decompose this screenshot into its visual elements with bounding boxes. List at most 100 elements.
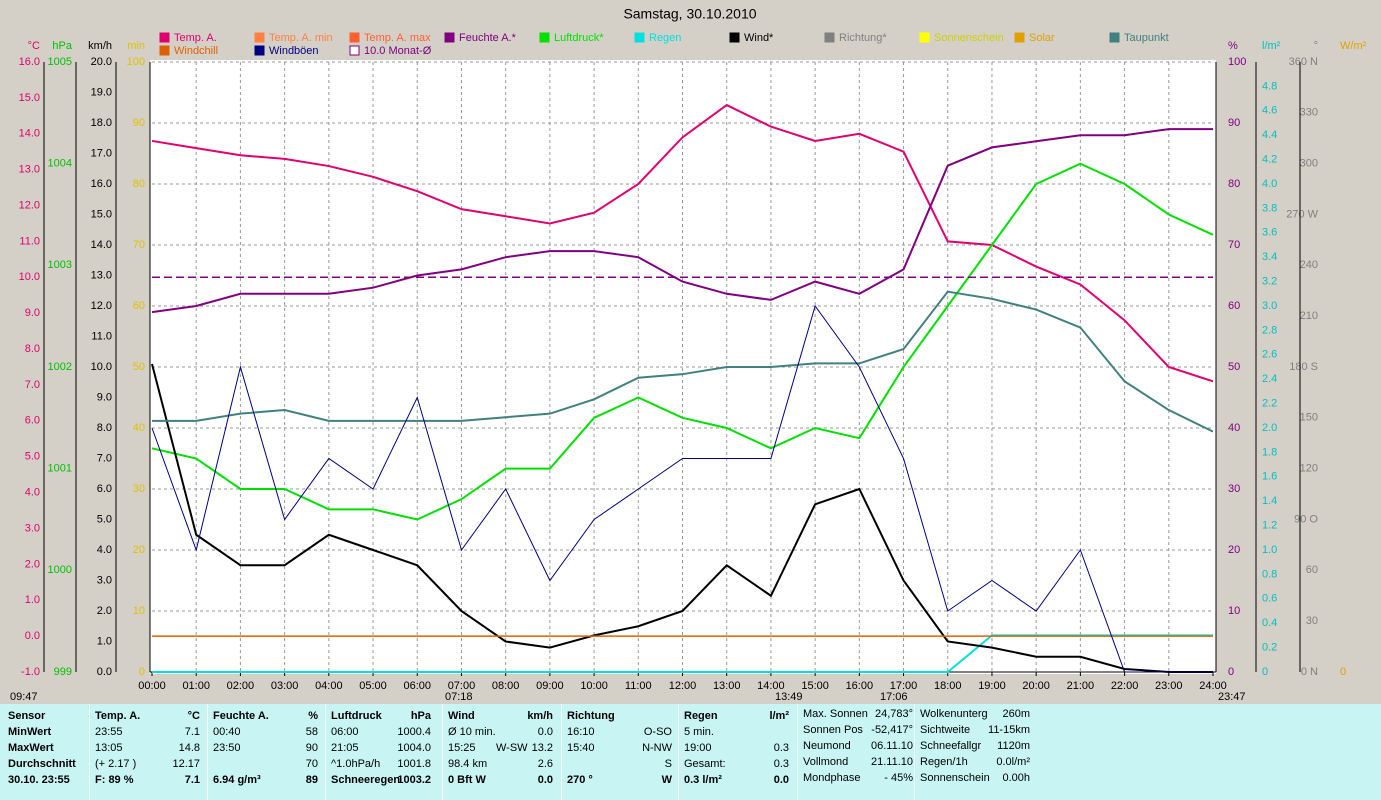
y-tick-label: 14.0 [91, 239, 112, 251]
y-tick-label: 0.8 [1262, 568, 1277, 580]
y-tick-label: 19.0 [91, 86, 112, 98]
cell-label: Neumond [803, 740, 851, 752]
cell-label: MinWert [8, 726, 52, 738]
cell-label: Durchschnitt [8, 758, 76, 770]
cell-label: 270 ° [567, 774, 593, 786]
y-tick-label: 1.0 [25, 594, 40, 606]
legend-label: Sonnenschein [934, 32, 1004, 44]
legend-swatch [539, 32, 550, 43]
cell-label: 00:40 [213, 726, 241, 738]
y-tick-label: 30 [1306, 615, 1318, 627]
chart: Samstag, 30.10.2010 °C -1.0 0.0 1.0 2.0 3.0 4.… [10, 6, 1367, 703]
y-tick-label: 100 [127, 56, 145, 68]
y-tick-label: 270 W [1286, 208, 1318, 220]
cell-value: % [308, 710, 318, 722]
cell-value: 260m [1002, 708, 1030, 720]
y-tick-label: 2.0 [97, 605, 112, 617]
y-tick-label: 240 [1300, 259, 1318, 271]
cell-label: 6.94 g/m³ [213, 774, 261, 786]
y-tick-label: 999 [54, 666, 72, 678]
cell-label: 15:25 [448, 742, 476, 754]
y-tick-label: 0 [139, 666, 145, 678]
y-tick-label: 0 [1340, 666, 1346, 678]
legend-swatch [1109, 32, 1120, 43]
cell-value: 1004.0 [397, 742, 431, 754]
y-tick-label: 11.0 [19, 235, 40, 247]
y-tick-label: 70 [1228, 239, 1240, 251]
y-tick-label: 9.0 [97, 391, 112, 403]
cell-label: 23:55 [95, 726, 123, 738]
legend-swatch [824, 32, 835, 43]
legend-swatch [349, 45, 360, 56]
y-tick-label: 3.4 [1262, 251, 1277, 263]
legend-label: Richtung* [839, 32, 887, 44]
series-line [152, 290, 1214, 433]
cell-value: 06.11.10 [870, 740, 913, 752]
y-tick-label: 50 [133, 361, 145, 373]
cell-value: N-NW [642, 742, 672, 754]
y-tick-label: 90 [1228, 117, 1240, 129]
y-tick-label: 60 [133, 300, 145, 312]
cell-value: 2.6 [537, 758, 553, 770]
y-tick-label: 15.0 [91, 208, 112, 220]
y-tick-label: 30 [133, 483, 145, 495]
y-tick-label: 20 [133, 544, 145, 556]
y-tick-label: 5.0 [25, 451, 40, 463]
cell-label: Sichtweite [920, 724, 971, 736]
y-tick-label: 4.4 [1262, 129, 1277, 141]
cell-label: 5 min. [684, 726, 714, 738]
y-tick-label: 4.2 [1262, 154, 1277, 166]
y-tick-label: 10.0 [91, 361, 112, 373]
cell-label: 21:05 [331, 742, 359, 754]
cell-label: 06:00 [331, 726, 359, 738]
y-tick-label: 7.0 [97, 452, 112, 464]
legend-label: Solar [1029, 32, 1055, 44]
y-tick-label: 1.2 [1262, 520, 1277, 532]
cell-label: 0.3 l/m² [684, 774, 722, 786]
y-tick-label: 8.0 [97, 422, 112, 434]
y-tick-label: 12.0 [19, 199, 40, 211]
time-annotation: 07:18 [445, 691, 473, 703]
y-tick-label: 70 [133, 239, 145, 251]
y-tick-label: 6.0 [97, 483, 112, 495]
cell-value: 11-15km [988, 724, 1030, 736]
cell-label: ^1.0hPa/h [331, 758, 381, 770]
cell-label: Schneefallgr [920, 740, 982, 752]
y-tick-label: 210 [1300, 310, 1318, 322]
cell-label: Sonnen Pos [803, 724, 863, 736]
y-tick-label: 0.2 [1262, 642, 1277, 654]
cell-label: 30.10. 23:55 [8, 774, 70, 786]
legend-label: Luftdruck* [554, 32, 604, 44]
axis-unit: % [1228, 40, 1238, 52]
x-tick-label: 16:00 [846, 680, 874, 692]
y-tick-label: 7.0 [25, 379, 40, 391]
cell-value: 0.00h [1002, 772, 1030, 784]
x-tick-label: 13:00 [713, 680, 741, 692]
time-annotation: 17:06 [880, 691, 908, 703]
legend-swatch [1014, 32, 1025, 43]
y-tick-label: 90 O [1294, 513, 1318, 525]
y-tick-label: 17.0 [91, 147, 112, 159]
x-tick-label: 09:00 [536, 680, 564, 692]
legend-swatch [919, 32, 930, 43]
y-tick-label: 2.6 [1262, 349, 1277, 361]
y-tick-label: 40 [133, 422, 145, 434]
legend-swatch [634, 32, 645, 43]
y-tick-label: 50 [1228, 361, 1240, 373]
divider [207, 704, 208, 800]
y-tick-label: 3.0 [25, 522, 40, 534]
series-line [151, 162, 1214, 521]
y-tick-label: 10.0 [19, 271, 40, 283]
chart-title: Samstag, 30.10.2010 [623, 6, 756, 22]
cell-value: O-SO [643, 726, 672, 738]
y-tick-label: 4.6 [1262, 105, 1277, 117]
series-line [151, 103, 1214, 383]
x-tick-label: 18:00 [934, 680, 962, 692]
x-tick-label: 14:00 [757, 680, 785, 692]
y-tick-label: 3.0 [97, 574, 112, 586]
y-tick-label: 4.0 [25, 486, 40, 498]
y-tick-label: 3.6 [1262, 227, 1277, 239]
cell-value: 0.0 [537, 774, 553, 786]
y-tick-label: 16.0 [19, 56, 40, 68]
